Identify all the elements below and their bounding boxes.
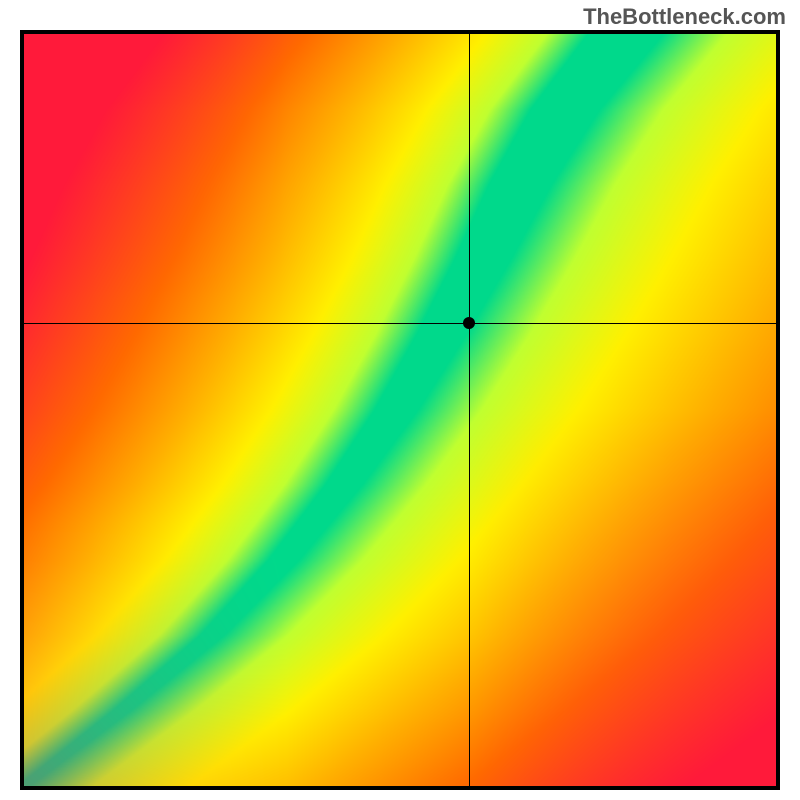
watermark-text: TheBottleneck.com	[583, 4, 786, 30]
heatmap-canvas	[24, 34, 776, 786]
heatmap-frame	[20, 30, 780, 790]
marker-dot	[463, 317, 475, 329]
crosshair-vertical	[469, 34, 470, 786]
crosshair-horizontal	[24, 323, 776, 324]
